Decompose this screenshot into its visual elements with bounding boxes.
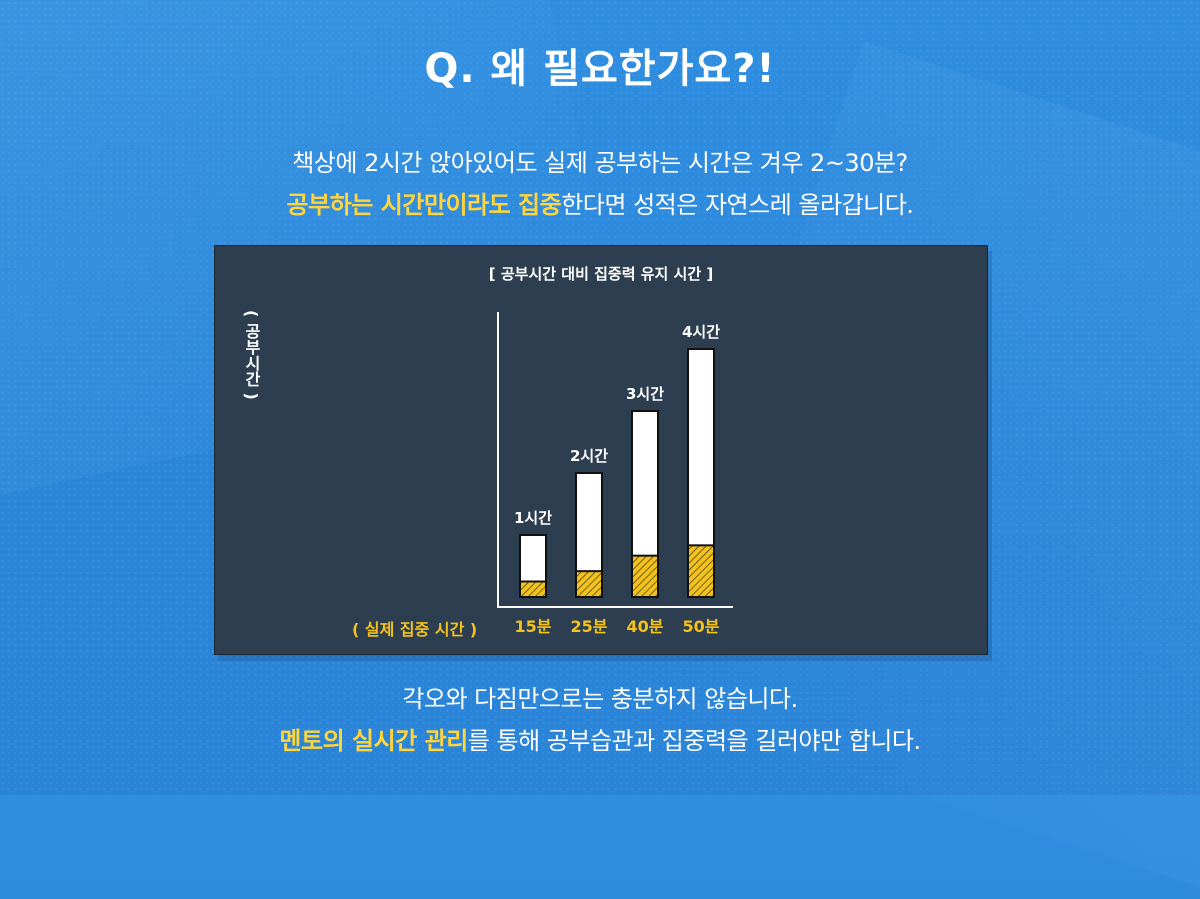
intro-highlight: 공부하는 시간만이라도 집중 — [286, 191, 562, 219]
outro-highlight: 멘토의 실시간 관리 — [279, 727, 468, 755]
outro-line-2-rest: 를 통해 공부습관과 집중력을 길러야만 합니다. — [467, 727, 921, 755]
outro-line-2: 멘토의 실시간 관리를 통해 공부습관과 집중력을 길러야만 합니다. — [0, 720, 1200, 762]
outro-line-1: 각오와 다짐만으로는 충분하지 않습니다. — [402, 685, 798, 713]
chart-x-axis-label: ( 실제 집중 시간 ) — [352, 620, 478, 639]
page-title: Q. 왜 필요한가요?! — [424, 46, 776, 92]
intro-line-2-rest: 한다면 성적은 자연스레 올라갑니다. — [561, 191, 914, 219]
chart-title: [ 공부시간 대비 집중력 유지 시간 ] — [488, 265, 714, 283]
outro-text: 각오와 다짐만으로는 충분하지 않습니다. 멘토의 실시간 관리를 통해 공부습… — [0, 678, 1200, 762]
intro-line-1: 책상에 2시간 앉아있어도 실제 공부하는 시간은 겨우 2~30분? — [292, 149, 908, 177]
intro-line-2: 공부하는 시간만이라도 집중한다면 성적은 자연스레 올라갑니다. — [0, 184, 1200, 226]
intro-text: 책상에 2시간 앉아있어도 실제 공부하는 시간은 겨우 2~30분? 공부하는… — [0, 142, 1200, 226]
chart-y-axis-label: ( 공부시간 ) — [242, 310, 261, 400]
chart-panel: [ 공부시간 대비 집중력 유지 시간 ] — [214, 245, 988, 655]
